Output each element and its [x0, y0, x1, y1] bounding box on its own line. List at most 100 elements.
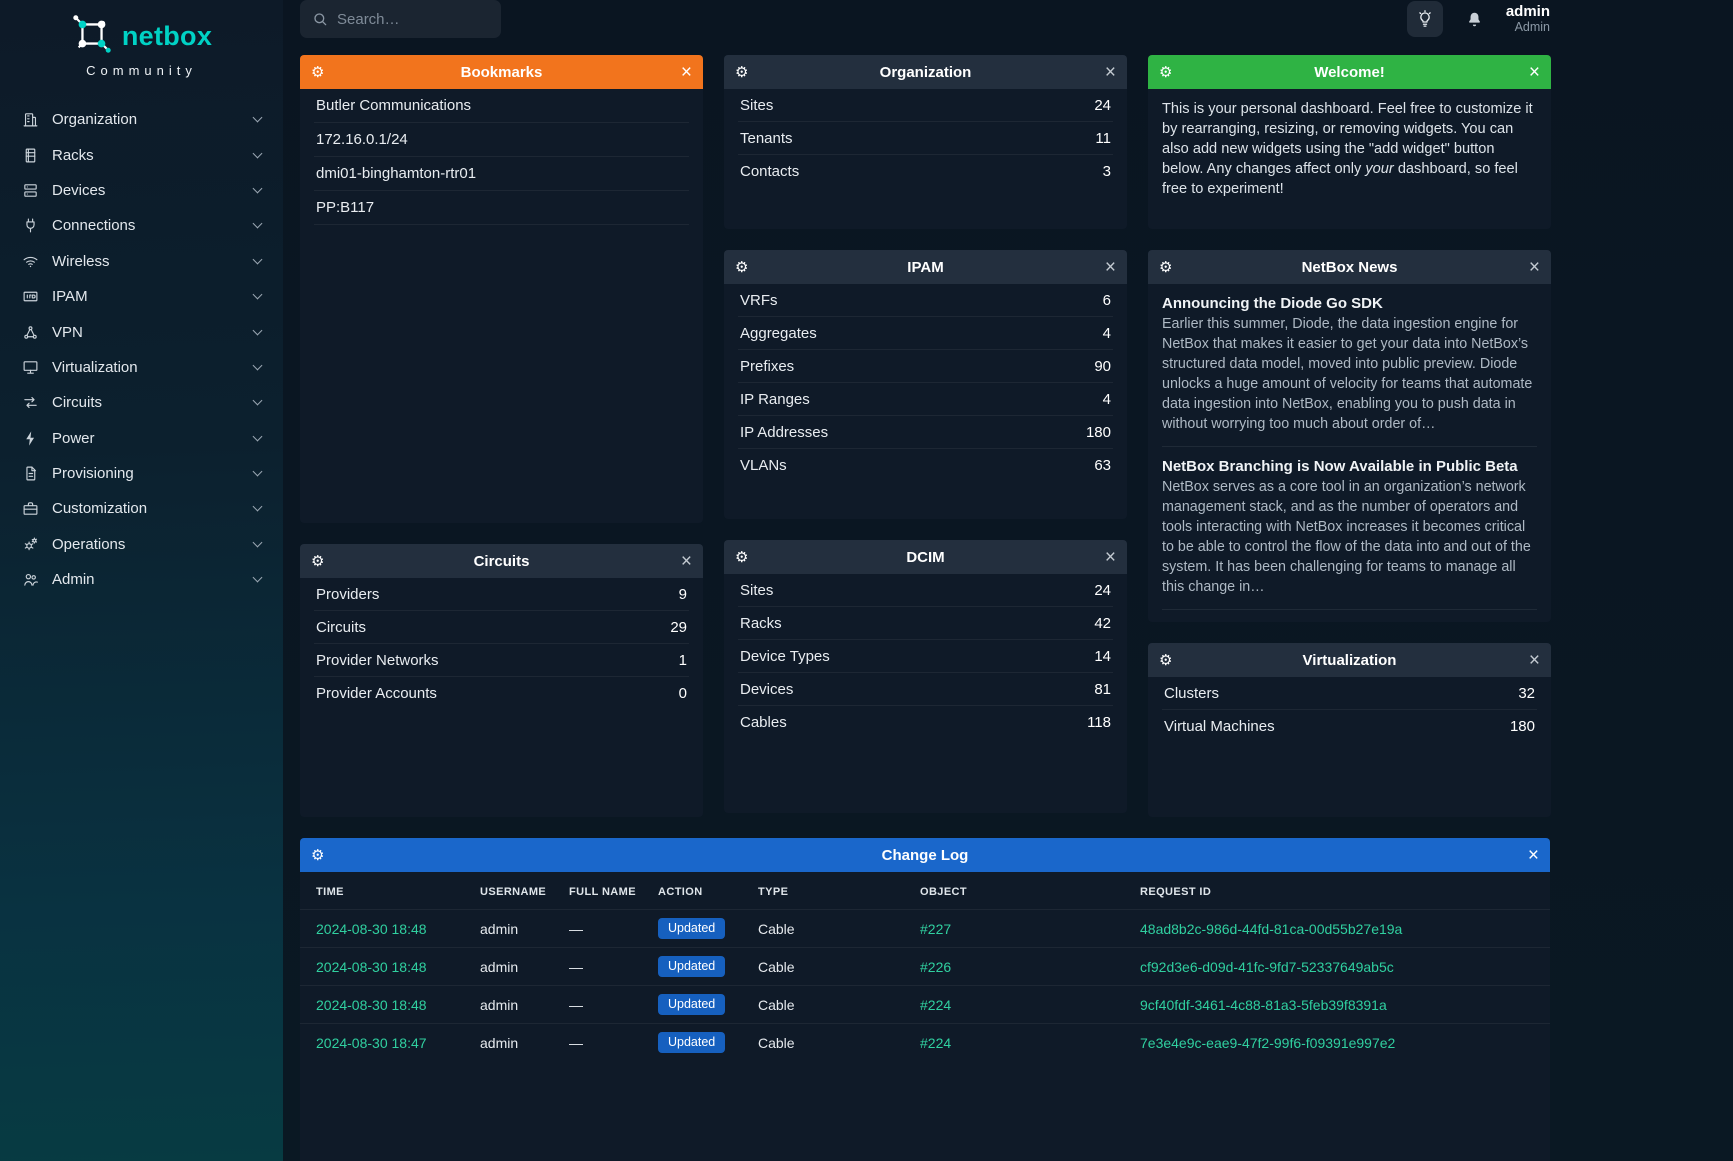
global-search[interactable]	[300, 0, 501, 38]
change-object-link[interactable]: #224	[920, 1034, 952, 1051]
sidebar-item-virtualization[interactable]: Virtualization	[0, 350, 283, 385]
stat-label[interactable]: Cables	[740, 713, 787, 731]
request-id-link[interactable]: 48ad8b2c-986d-44fd-81ca-00d55b27e19a	[1140, 920, 1403, 937]
stat-label[interactable]: Providers	[316, 585, 380, 603]
close-icon[interactable]: ×	[1528, 649, 1540, 671]
news-headline-link[interactable]: NetBox Branching is Now Available in Pub…	[1162, 458, 1518, 476]
widget-welcome-header: ⚙ Welcome! ×	[1148, 55, 1551, 89]
stat-label[interactable]: VLANs	[740, 456, 787, 474]
server-icon	[21, 181, 39, 199]
stat-value: 1	[678, 651, 687, 669]
search-icon	[314, 13, 327, 26]
request-id-link[interactable]: cf92d3e6-d09d-41fc-9fd7-52337649ab5c	[1140, 958, 1394, 975]
sidebar-item-circuits[interactable]: Circuits	[0, 385, 283, 420]
stat-label[interactable]: Provider Networks	[316, 651, 439, 669]
brand-home-link[interactable]: netbox Community	[0, 0, 283, 84]
sidebar-item-devices[interactable]: Devices	[0, 173, 283, 208]
bookmark-link[interactable]: PP:B117	[314, 191, 689, 225]
sidebar-item-vpn[interactable]: VPN	[0, 314, 283, 349]
sidebar-item-label: IPAM	[52, 288, 88, 306]
stat-label[interactable]: Sites	[740, 581, 774, 599]
gear-icon[interactable]: ⚙	[311, 846, 325, 864]
news-headline-link[interactable]: A New Look For NetBox and NetBox Labs	[1162, 621, 1537, 622]
sidebar-item-wireless[interactable]: Wireless	[0, 244, 283, 279]
gear-icon[interactable]: ⚙	[735, 63, 749, 81]
stat-label[interactable]: Tenants	[740, 129, 793, 147]
close-icon[interactable]: ×	[1528, 256, 1540, 278]
sidebar-item-operations[interactable]: Operations	[0, 527, 283, 562]
sidebar-item-label: Connections	[52, 217, 136, 235]
search-input[interactable]	[337, 10, 489, 28]
gear-icon[interactable]: ⚙	[311, 63, 325, 81]
stat-row: Contacts 3	[738, 155, 1113, 187]
close-icon[interactable]: ×	[1528, 61, 1540, 83]
lightning-bolt-icon	[21, 429, 39, 447]
change-object-link[interactable]: #226	[920, 958, 952, 975]
stat-value: 42	[1094, 614, 1111, 632]
briefcase-icon	[21, 500, 39, 518]
change-time-link[interactable]: 2024-08-30 18:48	[316, 920, 427, 937]
close-icon[interactable]: ×	[1104, 546, 1116, 568]
close-icon[interactable]: ×	[680, 550, 692, 572]
stat-label[interactable]: Provider Accounts	[316, 684, 437, 702]
notifications-bell-icon[interactable]	[1465, 10, 1484, 29]
stat-label[interactable]: Device Types	[740, 647, 830, 665]
stat-label[interactable]: Prefixes	[740, 357, 795, 375]
sidebar-item-customization[interactable]: Customization	[0, 491, 283, 526]
sidebar-item-admin[interactable]: Admin	[0, 562, 283, 597]
stat-row: Providers 9	[314, 578, 689, 611]
news-headline-link[interactable]: Announcing the Diode Go SDK	[1162, 295, 1383, 312]
stat-label[interactable]: Sites	[740, 96, 774, 114]
column-header-action: Action	[658, 886, 703, 898]
sidebar-item-ipam[interactable]: IPAM	[0, 279, 283, 314]
sidebar-item-racks[interactable]: Racks	[0, 137, 283, 172]
bookmark-link[interactable]: dmi01-binghamton-rtr01	[314, 157, 689, 191]
sidebar-item-power[interactable]: Power	[0, 421, 283, 456]
stat-value: 24	[1094, 581, 1111, 599]
gear-icon[interactable]: ⚙	[1159, 63, 1173, 81]
close-icon[interactable]: ×	[1527, 844, 1539, 866]
stat-label[interactable]: VRFs	[740, 291, 778, 309]
widget-circuits: ⚙ Circuits × Providers 9 Circuits 29 Provi…	[300, 544, 703, 817]
stat-row: Device Types 14	[738, 640, 1113, 673]
stat-label[interactable]: Aggregates	[740, 324, 817, 342]
close-icon[interactable]: ×	[1104, 256, 1116, 278]
gear-icon[interactable]: ⚙	[735, 548, 749, 566]
stat-label[interactable]: Virtual Machines	[1164, 717, 1275, 735]
stat-label[interactable]: IP Addresses	[740, 423, 829, 441]
request-id-link[interactable]: 7e3e4e9c-eae9-47f2-99f6-f09391e997e2	[1140, 1034, 1396, 1051]
stat-label[interactable]: Devices	[740, 680, 794, 698]
request-id-link[interactable]: 9cf40fdf-3461-4c88-81a3-5feb39f8391a	[1140, 996, 1387, 1013]
bookmark-link[interactable]: 172.16.0.1/24	[314, 123, 689, 157]
close-icon[interactable]: ×	[680, 61, 692, 83]
gear-icon[interactable]: ⚙	[1159, 651, 1173, 669]
close-icon[interactable]: ×	[1104, 61, 1116, 83]
sidebar-item-connections[interactable]: Connections	[0, 208, 283, 243]
stat-label[interactable]: Contacts	[740, 162, 800, 180]
chevron-down-icon	[252, 360, 263, 371]
sidebar-item-organization[interactable]: Organization	[0, 102, 283, 137]
change-time-link[interactable]: 2024-08-30 18:48	[316, 996, 427, 1013]
bookmark-link[interactable]: Butler Communications	[314, 89, 689, 123]
stat-row: Sites 24	[738, 89, 1113, 122]
gear-icon[interactable]: ⚙	[735, 258, 749, 276]
change-time-link[interactable]: 2024-08-30 18:47	[316, 1034, 427, 1051]
user-menu[interactable]: admin Admin	[1506, 3, 1550, 35]
chevron-down-icon	[252, 466, 263, 477]
sidebar-item-label: Devices	[52, 181, 106, 199]
stat-label[interactable]: IP Ranges	[740, 390, 810, 408]
gear-icon[interactable]: ⚙	[1159, 258, 1173, 276]
gear-icon[interactable]: ⚙	[311, 552, 325, 570]
change-full-name: —	[569, 996, 583, 1013]
theme-toggle-button[interactable]	[1406, 1, 1443, 37]
sidebar-item-provisioning[interactable]: Provisioning	[0, 456, 283, 491]
stat-row: Circuits 29	[314, 611, 689, 644]
stat-row: Aggregates 4	[738, 317, 1113, 350]
stat-label[interactable]: Racks	[740, 614, 782, 632]
stat-label[interactable]: Clusters	[1164, 684, 1220, 702]
change-object-link[interactable]: #227	[920, 920, 952, 937]
stat-row: Clusters 32	[1162, 677, 1537, 710]
change-time-link[interactable]: 2024-08-30 18:48	[316, 958, 427, 975]
change-object-link[interactable]: #224	[920, 996, 952, 1013]
stat-label[interactable]: Circuits	[316, 618, 367, 636]
